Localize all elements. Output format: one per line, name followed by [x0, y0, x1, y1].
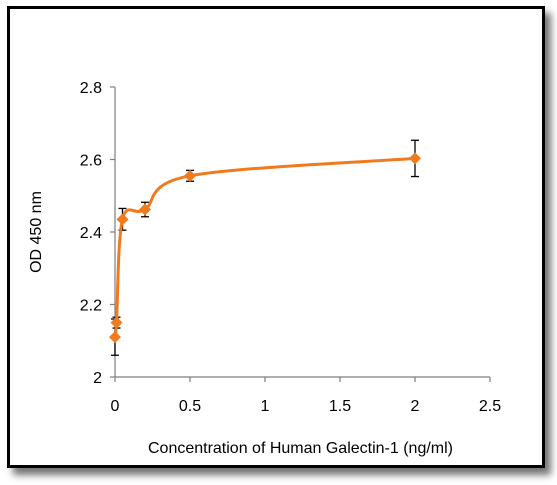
x-tick-label: 1.5 — [329, 398, 351, 415]
data-point-marker — [116, 213, 129, 226]
axes — [114, 87, 490, 378]
error-bars — [111, 139, 419, 356]
y-tick-label: 2.6 — [80, 153, 102, 170]
y-tick-label: 2.8 — [80, 80, 102, 97]
series-line — [113, 156, 416, 339]
x-tick-label: 2 — [411, 398, 420, 415]
y-tick-label: 2.2 — [80, 298, 102, 315]
data-point-marker — [184, 169, 196, 182]
x-tick-label: 0 — [111, 398, 120, 415]
data-point-marker — [139, 203, 151, 216]
y-tick-label: 2.4 — [80, 225, 102, 242]
x-tick-label: 0.5 — [179, 398, 201, 415]
data-point-marker — [109, 331, 121, 344]
markers — [109, 152, 421, 344]
y-tick-label: 2 — [93, 370, 102, 387]
chart-frame — [7, 6, 545, 468]
data-point-marker — [110, 316, 123, 329]
y-axis-label: OD 450 nm — [28, 191, 45, 273]
x-tick-label: 1 — [261, 398, 270, 415]
data-point-marker — [409, 152, 421, 165]
ticks: 2 2.2 2.4 2.6 2.8 0 0.5 1 1.5 2 2.5 — [80, 80, 501, 415]
x-axis-label: Concentration of Human Galectin-1 (ng/ml… — [148, 440, 453, 457]
x-tick-label: 2.5 — [479, 398, 501, 415]
